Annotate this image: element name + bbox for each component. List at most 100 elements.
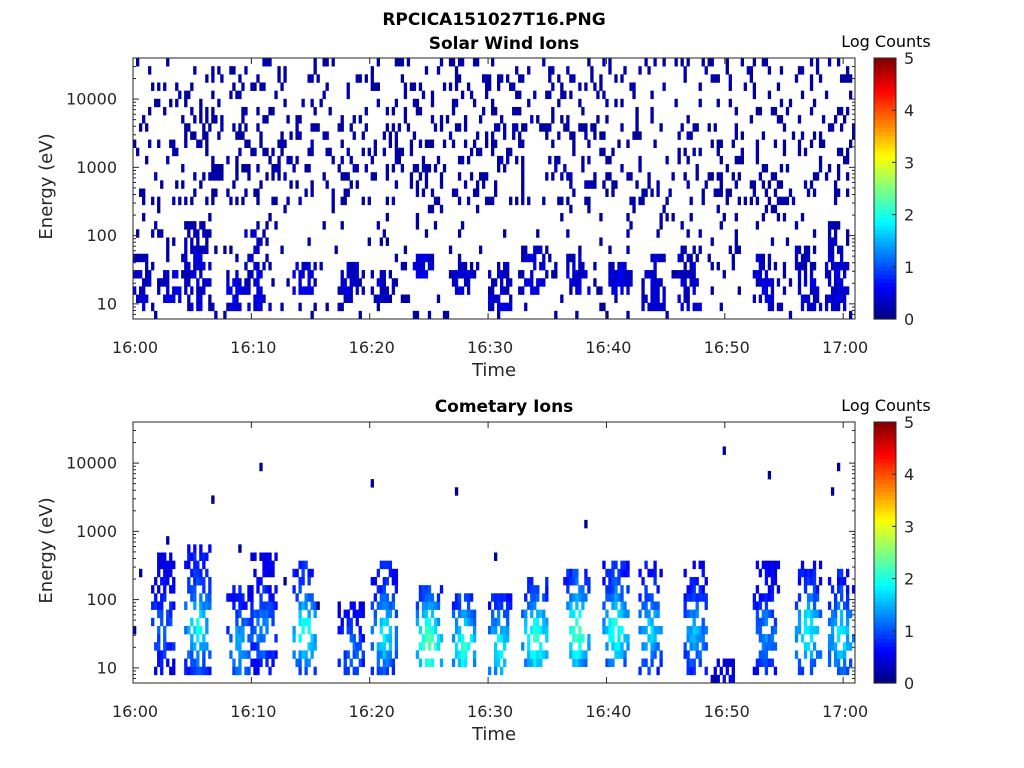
data-cell — [545, 617, 549, 627]
data-cell — [133, 625, 137, 635]
data-cell — [460, 286, 465, 295]
colorbar-segment — [874, 241, 896, 247]
data-cell — [530, 650, 534, 659]
data-cell — [533, 253, 537, 263]
data-cell — [647, 66, 651, 75]
data-cell — [683, 66, 687, 75]
data-cell — [572, 593, 576, 602]
data-cell — [734, 131, 738, 140]
data-cell — [454, 188, 459, 197]
data-cell — [460, 270, 465, 279]
data-cell — [794, 253, 799, 263]
data-cell — [518, 90, 522, 100]
data-cell — [409, 172, 414, 181]
data-cell — [391, 568, 396, 578]
data-cell — [424, 634, 429, 643]
data-cell — [388, 609, 393, 619]
colorbar-segment — [874, 597, 896, 603]
data-cell — [521, 164, 525, 173]
data-cell — [509, 196, 513, 206]
data-cell — [259, 601, 263, 610]
data-cell — [623, 568, 627, 578]
data-cell — [530, 658, 534, 667]
data-cell — [800, 66, 805, 75]
data-cell — [704, 625, 708, 635]
data-cell — [385, 560, 390, 570]
data-cell — [617, 261, 621, 271]
data-cell — [629, 82, 633, 91]
data-cell — [205, 666, 209, 676]
data-cell — [773, 568, 778, 578]
data-cell — [827, 253, 832, 263]
data-cell — [187, 625, 191, 635]
data-cell — [238, 123, 242, 132]
data-cell — [241, 593, 245, 602]
data-cell — [617, 609, 621, 619]
data-cell — [352, 131, 356, 140]
data-cell — [656, 642, 660, 651]
data-cell — [689, 593, 693, 602]
data-cell — [626, 172, 630, 181]
data-cell — [773, 204, 778, 214]
colorbar-segment — [874, 642, 896, 647]
data-cell — [692, 642, 696, 651]
data-cell — [190, 131, 194, 140]
data-cell — [638, 568, 642, 578]
data-cell — [818, 650, 823, 659]
data-cell — [199, 139, 203, 149]
data-cell — [430, 261, 435, 271]
colorbar-segment — [874, 629, 896, 635]
data-cell — [259, 658, 263, 667]
colorbar-segment — [874, 609, 896, 615]
data-cell — [277, 164, 281, 173]
colorbar-segment — [874, 310, 896, 316]
data-cell — [515, 90, 519, 100]
data-cell — [394, 642, 399, 651]
data-cell — [827, 58, 832, 67]
data-cell — [602, 302, 606, 312]
data-cell — [394, 650, 399, 659]
data-cell — [812, 286, 817, 295]
data-cell — [728, 658, 732, 667]
data-cell — [530, 270, 534, 279]
data-cell — [271, 609, 275, 619]
data-cell — [421, 155, 426, 165]
data-cell — [641, 625, 645, 635]
data-cell — [358, 310, 362, 320]
data-cell — [578, 261, 582, 271]
data-cell — [436, 593, 441, 602]
data-cell — [698, 625, 702, 635]
data-cell — [614, 650, 618, 659]
data-cell — [659, 253, 663, 263]
data-cell — [196, 245, 200, 255]
data-cell — [199, 601, 203, 610]
data-cell — [833, 617, 838, 627]
data-cell — [764, 204, 769, 214]
data-cell — [250, 270, 254, 279]
data-cell — [695, 172, 699, 181]
data-cell — [262, 294, 266, 303]
data-cell — [836, 172, 841, 181]
data-cell — [815, 593, 820, 602]
data-cell — [280, 147, 284, 157]
data-cell — [154, 221, 158, 230]
data-cell — [692, 593, 696, 602]
colorbar-segment — [874, 601, 896, 607]
data-cell — [466, 593, 471, 602]
data-cell — [166, 278, 170, 287]
data-cell — [322, 172, 326, 181]
data-cell — [830, 634, 835, 643]
colorbar-segment — [874, 94, 896, 100]
data-cell — [247, 634, 251, 643]
data-cell — [683, 286, 687, 295]
data-cell — [190, 106, 194, 116]
data-cell — [644, 609, 648, 619]
data-cell — [569, 204, 573, 214]
data-cell — [268, 106, 272, 116]
data-cell — [635, 123, 639, 132]
data-cell — [298, 650, 302, 659]
data-cell — [259, 634, 263, 643]
colorbar-segment — [874, 151, 896, 157]
data-cell — [253, 625, 257, 635]
data-cell — [487, 666, 492, 676]
